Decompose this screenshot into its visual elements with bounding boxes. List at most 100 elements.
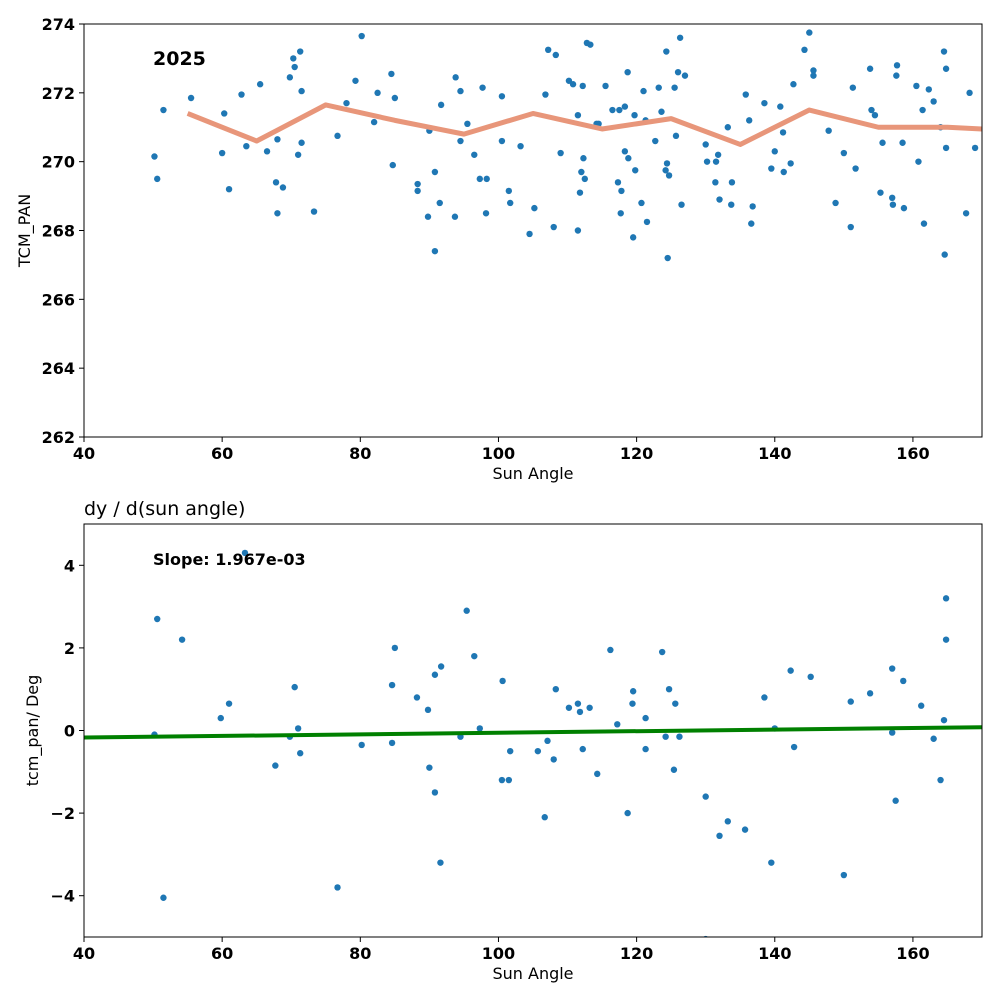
- bottom-x-tick-label: 80: [349, 944, 371, 963]
- top-data-point: [414, 187, 421, 195]
- top-data-point: [728, 179, 736, 186]
- top-data-point: [663, 48, 670, 55]
- top-y-tick-label: 272: [42, 84, 75, 103]
- top-data-point: [871, 112, 879, 119]
- top-data-point: [640, 87, 647, 95]
- bottom-data-point: [607, 646, 614, 654]
- top-data-point: [712, 158, 720, 165]
- top-data-point: [810, 67, 817, 74]
- top-data-point: [868, 106, 875, 114]
- bottom-data-point: [391, 644, 399, 652]
- top-plot-data: [151, 29, 982, 262]
- top-data-point: [334, 132, 341, 140]
- bottom-data-point: [642, 714, 649, 722]
- bottom-data-point: [388, 681, 396, 689]
- top-data-point: [702, 141, 709, 148]
- top-data-point: [825, 127, 832, 134]
- bottom-chart-title: dy / d(sun angle): [84, 498, 245, 520]
- top-data-point: [779, 129, 787, 136]
- top-data-point: [471, 151, 478, 158]
- bottom-data-point: [672, 700, 679, 707]
- top-data-point: [893, 62, 901, 69]
- bottom-data-point: [676, 733, 683, 740]
- top-data-point: [542, 91, 549, 98]
- top-data-point: [498, 93, 506, 100]
- bottom-data-point: [499, 677, 506, 685]
- bottom-data-point: [431, 789, 439, 796]
- top-data-point: [920, 220, 928, 227]
- top-data-point: [638, 199, 645, 207]
- bottom-data-point: [900, 677, 907, 685]
- bottom-data-point: [544, 737, 551, 745]
- top-data-point: [526, 230, 533, 238]
- bottom-axis-ticks: 40 60 80 100 120 140 160 −4 −2 0 2 4: [50, 556, 929, 963]
- top-data-point: [391, 94, 399, 102]
- top-data-point: [664, 254, 671, 262]
- top-x-tick-label: 140: [758, 444, 791, 463]
- bottom-data-point: [160, 894, 167, 901]
- bottom-data-point: [658, 648, 666, 656]
- top-data-point: [221, 110, 228, 117]
- top-data-point: [665, 172, 673, 179]
- top-data-point: [625, 155, 632, 162]
- top-data-point: [748, 220, 755, 227]
- top-data-point: [358, 32, 365, 40]
- top-data-point: [962, 210, 970, 217]
- top-x-tick-label: 40: [73, 444, 95, 463]
- bottom-data-point: [937, 776, 944, 784]
- top-data-point: [218, 149, 226, 157]
- top-data-point: [569, 81, 577, 88]
- top-data-point: [832, 199, 839, 207]
- bottom-data-point: [225, 700, 233, 707]
- top-data-point: [431, 168, 439, 176]
- bottom-data-point: [665, 686, 673, 693]
- bottom-data-point: [840, 871, 848, 879]
- top-data-point: [942, 65, 950, 72]
- top-data-point: [389, 161, 396, 169]
- bottom-data-point: [217, 714, 224, 722]
- bottom-data-point: [154, 615, 161, 623]
- bottom-data-point: [629, 688, 637, 695]
- top-data-point: [370, 118, 378, 126]
- bottom-data-point: [424, 706, 432, 714]
- bottom-y-tick-label: −2: [50, 804, 75, 823]
- bottom-x-tick-label: 160: [896, 944, 929, 963]
- bottom-data-point: [552, 686, 559, 693]
- top-data-point: [437, 101, 445, 109]
- top-data-point: [643, 218, 651, 226]
- bottom-data-point: [629, 700, 636, 707]
- top-data-point: [154, 175, 161, 183]
- top-data-point: [919, 106, 926, 114]
- top-data-point: [545, 46, 552, 54]
- top-data-point: [681, 72, 689, 79]
- bottom-data-point: [294, 725, 302, 732]
- top-data-point: [291, 63, 298, 71]
- top-data-point: [298, 87, 305, 95]
- bottom-data-point: [297, 750, 304, 757]
- bottom-data-point: [716, 832, 723, 840]
- top-data-point: [587, 41, 594, 48]
- top-data-point: [790, 81, 797, 88]
- top-data-point: [498, 137, 506, 145]
- bottom-data-point: [702, 793, 709, 800]
- bottom-data-point: [426, 764, 433, 771]
- top-data-point: [578, 168, 585, 176]
- top-data-point: [238, 91, 245, 98]
- bottom-data-point: [413, 694, 421, 701]
- top-data-point: [550, 223, 557, 231]
- top-data-point: [452, 74, 459, 81]
- top-data-point: [658, 108, 665, 115]
- top-data-point: [899, 139, 906, 146]
- bottom-data-point: [579, 745, 586, 753]
- bottom-data-point: [476, 725, 484, 732]
- top-data-point: [552, 51, 559, 59]
- bottom-data-point: [942, 595, 950, 602]
- bottom-slope-annotation: Slope: 1.967e-03: [153, 550, 306, 569]
- bottom-data-point: [892, 797, 899, 804]
- bottom-x-tick-label: 60: [211, 944, 233, 963]
- top-data-point: [900, 204, 908, 212]
- top-data-point: [742, 91, 749, 98]
- bottom-data-point: [847, 698, 854, 705]
- top-data-point: [274, 136, 281, 143]
